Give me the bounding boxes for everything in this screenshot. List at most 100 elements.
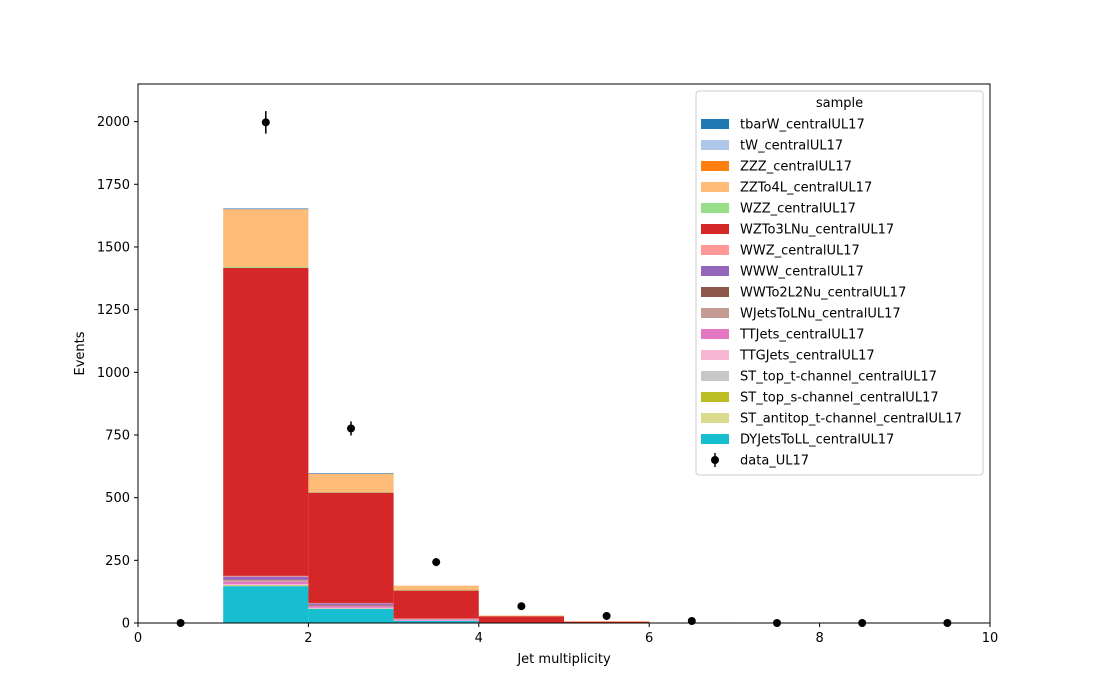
bar-WZTo3LNu_centralUL17-bin-2	[308, 492, 394, 603]
legend-title: sample	[816, 96, 863, 111]
bar-TTJets_centralUL17-bin-2	[308, 605, 394, 608]
bar-WWW_centralUL17-bin-3	[393, 618, 479, 620]
legend-swatch	[701, 371, 729, 381]
bar-WWTo2L2Nu_centralUL17-bin-2	[308, 604, 394, 606]
bar-ZZTo4L_centralUL17-bin-5	[564, 621, 650, 622]
bar-ZZTo4L_centralUL17-bin-3	[393, 585, 479, 591]
bar-WWW_centralUL17-bin-2	[308, 603, 394, 605]
data-point	[602, 611, 611, 620]
data-point	[261, 118, 270, 127]
legend-label: tW_centralUL17	[740, 139, 843, 154]
y-tick-label: 1500	[97, 240, 130, 255]
bar-DYJetsToLL_centralUL17-bin-1	[223, 586, 309, 623]
legend-label: ST_top_t-channel_centralUL17	[740, 370, 937, 385]
bar-WZTo3LNu_centralUL17-bin-3	[393, 590, 479, 619]
legend-label: ZZZ_centralUL17	[740, 160, 852, 175]
legend-swatch	[701, 161, 729, 171]
legend-label: data_UL17	[740, 454, 809, 469]
bar-WWTo2L2Nu_centralUL17-bin-1	[223, 579, 309, 581]
bar-WZTo3LNu_centralUL17-bin-5	[564, 621, 650, 623]
bar-ZZZ_centralUL17-bin-1	[223, 209, 309, 210]
bar-tbarW_centralUL17-bin-1	[223, 208, 309, 209]
bar-WJetsToLNu_centralUL17-bin-1	[223, 580, 309, 582]
bar-ST_top_t-channel_centralUL17-bin-1	[223, 584, 309, 586]
bar-ST_top_t-channel_centralUL17-bin-2	[308, 608, 394, 609]
legend-swatch	[701, 140, 729, 150]
bar-WWZ_centralUL17-bin-1	[223, 575, 309, 577]
legend-label: WJetsToLNu_centralUL17	[740, 307, 901, 322]
bar-tbarW_centralUL17-bin-2	[308, 473, 394, 474]
bar-WWZ_centralUL17-bin-2	[308, 602, 394, 604]
bar-WWW_centralUL17-bin-1	[223, 576, 309, 580]
y-axis-label: Events	[73, 331, 88, 375]
bar-ST_top_s-channel_centralUL17-bin-1	[223, 585, 309, 586]
bar-WWZ_centralUL17-bin-3	[393, 618, 479, 619]
legend-label: TTJets_centralUL17	[739, 328, 865, 343]
legend-label: WWZ_centralUL17	[740, 244, 860, 259]
bar-TTGJets_centralUL17-bin-2	[308, 607, 394, 609]
bar-WJetsToLNu_centralUL17-bin-2	[308, 605, 394, 606]
legend-swatch	[701, 308, 729, 318]
y-tick-label: 750	[105, 428, 130, 443]
bar-WZZ_centralUL17-bin-1	[223, 267, 309, 269]
bar-DYJetsToLL_centralUL17-bin-3	[393, 620, 479, 623]
bar-WJetsToLNu_centralUL17-bin-3	[393, 619, 479, 620]
legend-label: DYJetsToLL_centralUL17	[740, 433, 894, 448]
bar-ZZTo4L_centralUL17-bin-2	[308, 473, 394, 493]
y-tick-label: 1750	[97, 178, 130, 193]
legend-label: TTGJets_centralUL17	[739, 349, 875, 364]
x-tick-label: 6	[645, 631, 653, 646]
plot-frame	[137, 83, 991, 624]
legend-box	[695, 90, 984, 476]
bar-DYJetsToLL_centralUL17-bin-2	[308, 608, 394, 623]
legend-swatch	[701, 392, 729, 402]
x-axis-label: Jet multiplicity	[516, 652, 611, 667]
legend-label: tbarW_centralUL17	[740, 118, 865, 133]
legend-label: ST_antitop_t-channel_centralUL17	[740, 412, 962, 427]
y-tick-label: 250	[105, 554, 130, 569]
legend-label: WZTo3LNu_centralUL17	[740, 223, 894, 238]
legend-swatch	[701, 434, 729, 444]
legend-data-marker	[711, 456, 719, 464]
bar-WZTo3LNu_centralUL17-bin-4	[478, 616, 564, 623]
legend: sample tbarW_centralUL17 tW_centralUL17 ZZ…	[695, 90, 984, 476]
x-tick-label: 10	[982, 631, 999, 646]
bar-TTJets_centralUL17-bin-3	[393, 619, 479, 621]
legend-swatch	[701, 224, 729, 234]
data-point	[687, 616, 696, 625]
y-axis-ticks: 0 250 500 750 1000 1250 1500 1750 2000	[97, 115, 138, 632]
x-axis-ticks: 0 2 4 6 8 10	[134, 623, 998, 646]
x-tick-label: 2	[304, 631, 312, 646]
y-tick-label: 0	[122, 617, 130, 632]
legend-swatch	[701, 287, 729, 297]
bar-TTJets_centralUL17-bin-1	[223, 581, 309, 585]
legend-swatch	[701, 350, 729, 360]
legend-swatch	[701, 413, 729, 423]
legend-swatch	[701, 119, 729, 129]
bar-WZZ_centralUL17-bin-3	[393, 590, 479, 591]
x-tick-label: 0	[134, 631, 142, 646]
bar-WZZ_centralUL17-bin-2	[308, 492, 394, 493]
legend-label: WWTo2L2Nu_centralUL17	[740, 286, 906, 301]
bar-ST_antitop_t-channel_centralUL17-bin-1	[223, 585, 309, 587]
legend-swatch	[701, 329, 729, 339]
legend-label: ST_top_s-channel_centralUL17	[740, 391, 939, 406]
x-tick-label: 4	[475, 631, 483, 646]
data-point	[347, 424, 355, 433]
legend-swatch	[701, 182, 729, 192]
bar-ZZTo4L_centralUL17-bin-1	[223, 209, 309, 268]
bar-tW_centralUL17-bin-2	[308, 473, 394, 474]
legend-swatch	[701, 203, 729, 213]
bar-TTGJets_centralUL17-bin-3	[393, 620, 479, 621]
y-tick-label: 2000	[97, 115, 130, 130]
legend-swatch	[701, 266, 729, 276]
bar-TTGJets_centralUL17-bin-1	[223, 584, 309, 585]
legend-label: WZZ_centralUL17	[740, 202, 856, 217]
bar-ZZTo4L_centralUL17-bin-4	[478, 615, 564, 617]
legend-label: ZZTo4L_centralUL17	[740, 181, 872, 196]
legend-label: WWW_centralUL17	[740, 265, 864, 280]
y-tick-label: 500	[105, 491, 130, 506]
bar-WZTo3LNu_centralUL17-bin-1	[223, 268, 309, 576]
y-tick-label: 1000	[97, 366, 130, 381]
bar-ST_antitop_t-channel_centralUL17-bin-2	[308, 608, 394, 609]
